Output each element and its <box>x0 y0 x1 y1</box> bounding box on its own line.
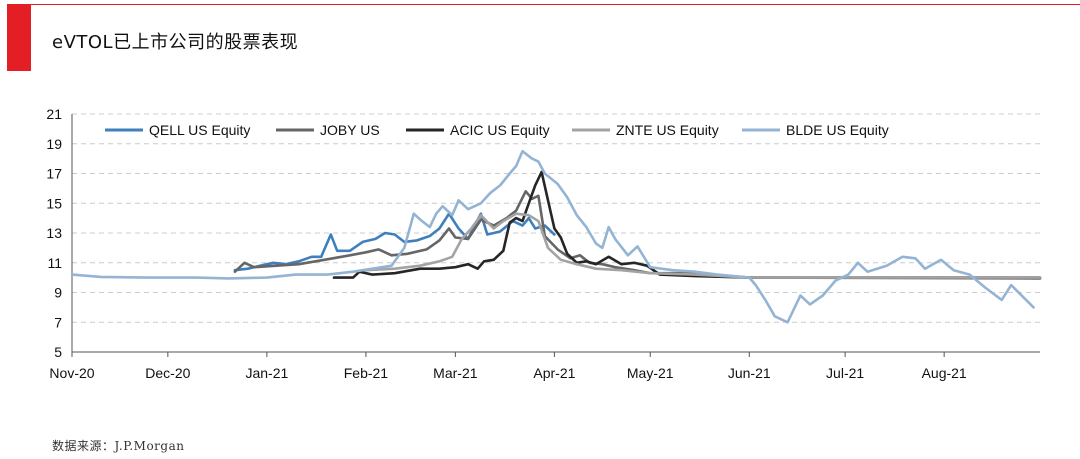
series-line-joby <box>233 190 1042 280</box>
x-tick-label: Jul-21 <box>826 365 864 381</box>
chart-grid <box>72 113 1040 323</box>
series-line-blde <box>70 149 1035 324</box>
x-tick-label: Nov-20 <box>49 365 94 381</box>
y-tick-label: 7 <box>54 314 62 330</box>
y-tick-label: 17 <box>46 166 62 182</box>
chart-axes: 5 7 9 11 13 15 17 19 21 Nov-20 Dec-20 Jan-21 Feb-21 M… <box>46 106 1040 381</box>
y-tick-label: 13 <box>46 225 62 241</box>
chart-legend: QELL US Equity JOBY US ACIC US Equity ZNTE … <box>105 122 889 138</box>
source-note: 数据来源：J.P.Morgan <box>52 439 185 453</box>
header-rule <box>7 4 1080 5</box>
series-line-znte <box>364 212 1042 279</box>
y-tick-label: 9 <box>54 285 62 301</box>
legend-label-znte: ZNTE US Equity <box>616 122 719 138</box>
page-title: eVTOL已上市公司的股票表现 <box>52 32 299 53</box>
x-tick-label: Dec-20 <box>145 365 190 381</box>
x-tick-label: Jun-21 <box>728 365 771 381</box>
y-tick-label: 15 <box>46 195 62 211</box>
header-accent-bar <box>7 4 31 71</box>
y-tick-label: 11 <box>47 255 62 271</box>
x-tick-label: Apr-21 <box>533 365 575 381</box>
y-tick-label: 21 <box>46 106 62 122</box>
legend-label-qell: QELL US Equity <box>149 122 250 138</box>
y-tick-label: 5 <box>54 344 62 360</box>
series-line-acic <box>332 170 1042 279</box>
x-tick-label: May-21 <box>627 365 674 381</box>
legend-label-joby: JOBY US <box>320 122 380 138</box>
legend-label-blde: BLDE US Equity <box>786 122 889 138</box>
chart-series <box>70 149 1042 324</box>
x-tick-label: Jan-21 <box>245 365 288 381</box>
y-tick-label: 19 <box>46 136 62 152</box>
x-tick-label: Aug-21 <box>922 365 967 381</box>
x-tick-label: Feb-21 <box>344 365 389 381</box>
legend-label-acic: ACIC US Equity <box>450 122 550 138</box>
x-tick-label: Mar-21 <box>433 365 478 381</box>
